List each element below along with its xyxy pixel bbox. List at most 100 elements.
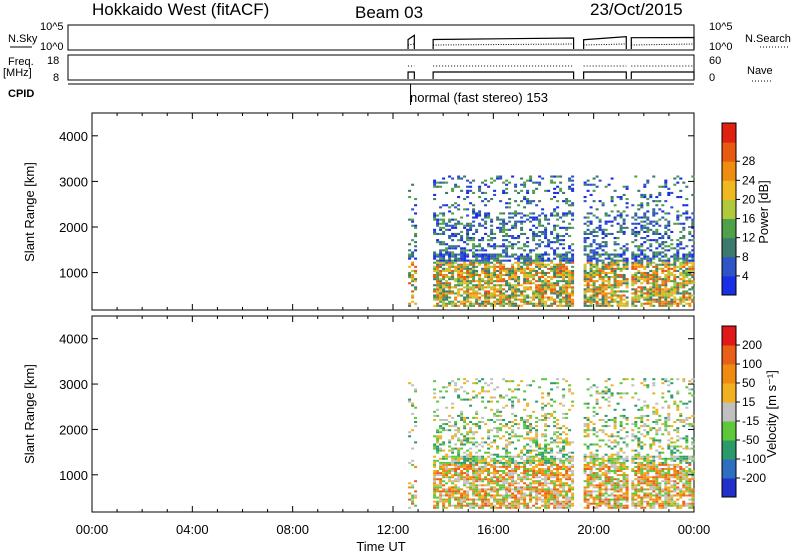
- echo-cell: [556, 468, 560, 470]
- echo-cell: [499, 245, 503, 248]
- echo-cell: [487, 461, 491, 464]
- echo-cell: [493, 474, 497, 477]
- echo-cell: [616, 502, 620, 505]
- echo-cell: [451, 416, 455, 419]
- echo-cell: [592, 241, 596, 244]
- echo-cell: [589, 474, 593, 477]
- echo-cell: [463, 292, 467, 295]
- echo-cell: [646, 500, 650, 503]
- echo-cell: [610, 220, 614, 223]
- echo-cell: [568, 200, 572, 203]
- echo-cell: [439, 181, 443, 184]
- echo-cell: [469, 296, 473, 299]
- echo-cell: [640, 288, 644, 291]
- echo-cell: [571, 496, 575, 499]
- echo-cell: [463, 416, 467, 419]
- echo-cell: [625, 419, 629, 421]
- echo-cell: [481, 267, 485, 270]
- echo-cell: [408, 400, 412, 403]
- echo-cell: [556, 276, 560, 279]
- echo-cell: [436, 474, 440, 477]
- echo-cell: [556, 423, 560, 426]
- echo-cell: [565, 265, 569, 268]
- echo-cell: [637, 457, 641, 460]
- echo-cell: [469, 224, 473, 227]
- echo-cell: [547, 298, 551, 301]
- echo-cell: [439, 461, 443, 464]
- echo-cell: [682, 235, 686, 238]
- echo-cell: [436, 241, 440, 244]
- echo-cell: [478, 210, 482, 213]
- echo-cell: [496, 447, 500, 450]
- echo-cell: [496, 465, 500, 468]
- echo-cell: [631, 461, 635, 464]
- echo-cell: [562, 476, 566, 479]
- echo-cell: [493, 296, 497, 299]
- echo-cell: [643, 280, 647, 283]
- echo-cell: [622, 416, 626, 419]
- echo-cell: [408, 271, 412, 274]
- echo-cell: [526, 237, 530, 240]
- echo-cell: [592, 457, 596, 460]
- echo-cell: [646, 276, 650, 279]
- echo-cell: [541, 271, 545, 274]
- echo-cell: [520, 480, 524, 483]
- echo-cell: [613, 216, 617, 219]
- echo-cell: [472, 474, 476, 477]
- echo-cell: [559, 304, 563, 307]
- echo-cell: [484, 269, 488, 272]
- echo-cell: [556, 386, 560, 389]
- echo-cell: [631, 439, 635, 442]
- echo-cell: [664, 380, 668, 383]
- echo-cell: [571, 249, 575, 252]
- echo-cell: [655, 228, 659, 231]
- echo-cell: [631, 468, 635, 470]
- echo-cell: [478, 488, 482, 491]
- echo-cell: [610, 392, 614, 395]
- echo-cell: [508, 398, 512, 401]
- echo-cell: [643, 296, 647, 299]
- echo-cell: [408, 482, 412, 485]
- echo-cell: [520, 380, 524, 383]
- echo-cell: [442, 419, 446, 421]
- echo-cell: [514, 276, 518, 279]
- echo-cell: [688, 267, 692, 270]
- echo-cell: [517, 290, 521, 293]
- echo-cell: [562, 453, 566, 456]
- echo-cell: [631, 298, 635, 301]
- echo-cell: [598, 465, 602, 468]
- echo-cell: [640, 472, 644, 475]
- echo-cell: [652, 470, 656, 472]
- echo-cell: [556, 304, 560, 307]
- echo-cell: [637, 431, 641, 434]
- nsky-panel: N.Sky 10^5 10^0 10^5 10^0 N.Search: [8, 21, 791, 53]
- echo-cell: [544, 463, 548, 466]
- echo-cell: [505, 459, 509, 462]
- echo-cell: [499, 228, 503, 231]
- echo-cell: [472, 251, 476, 254]
- echo-cell: [478, 243, 482, 246]
- echo-cell: [499, 480, 503, 483]
- echo-cell: [673, 263, 677, 266]
- echo-cell: [493, 421, 497, 423]
- echo-cell: [673, 286, 677, 289]
- echo-cell: [445, 390, 449, 393]
- echo-cell: [592, 288, 596, 291]
- echo-cell: [484, 292, 488, 295]
- echo-cell: [619, 496, 623, 499]
- echo-cell: [667, 498, 671, 501]
- echo-cell: [463, 478, 467, 481]
- echo-cell: [691, 280, 695, 283]
- echo-cell: [589, 183, 593, 186]
- echo-cell: [520, 212, 524, 215]
- echo-cell: [457, 414, 461, 417]
- echo-cell: [535, 216, 539, 219]
- echo-cell: [562, 267, 566, 270]
- echo-cell: [463, 398, 467, 401]
- echo-cell: [622, 185, 626, 188]
- echo-cell: [493, 243, 497, 246]
- echo-cell: [640, 419, 644, 421]
- echo-cell: [496, 276, 500, 279]
- echo-cell: [640, 470, 644, 472]
- echo-cell: [553, 500, 557, 503]
